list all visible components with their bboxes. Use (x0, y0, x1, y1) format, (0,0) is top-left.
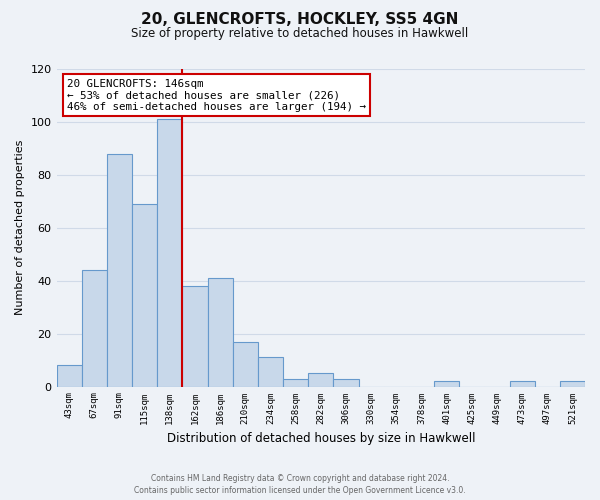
Bar (258, 358, 283, 386)
Bar (560, 382, 585, 386)
Bar (56, 366, 82, 386)
Text: Size of property relative to detached houses in Hawkwell: Size of property relative to detached ho… (131, 28, 469, 40)
Bar (334, 378, 359, 386)
Bar (157, 120, 182, 386)
X-axis label: Distribution of detached houses by size in Hawkwell: Distribution of detached houses by size … (167, 432, 475, 445)
Bar (132, 204, 157, 386)
Bar (509, 382, 535, 386)
Bar (233, 342, 258, 386)
Text: Contains HM Land Registry data © Crown copyright and database right 2024.
Contai: Contains HM Land Registry data © Crown c… (134, 474, 466, 495)
Bar (182, 286, 208, 386)
Text: 20, GLENCROFTS, HOCKLEY, SS5 4GN: 20, GLENCROFTS, HOCKLEY, SS5 4GN (142, 12, 458, 28)
Y-axis label: Number of detached properties: Number of detached properties (15, 140, 25, 316)
Bar (208, 278, 233, 386)
Bar (107, 154, 132, 386)
Bar (308, 374, 334, 386)
Bar (283, 378, 308, 386)
Bar (82, 270, 107, 386)
Bar (434, 382, 459, 386)
Text: 20 GLENCROFTS: 146sqm
← 53% of detached houses are smaller (226)
46% of semi-det: 20 GLENCROFTS: 146sqm ← 53% of detached … (67, 78, 366, 112)
